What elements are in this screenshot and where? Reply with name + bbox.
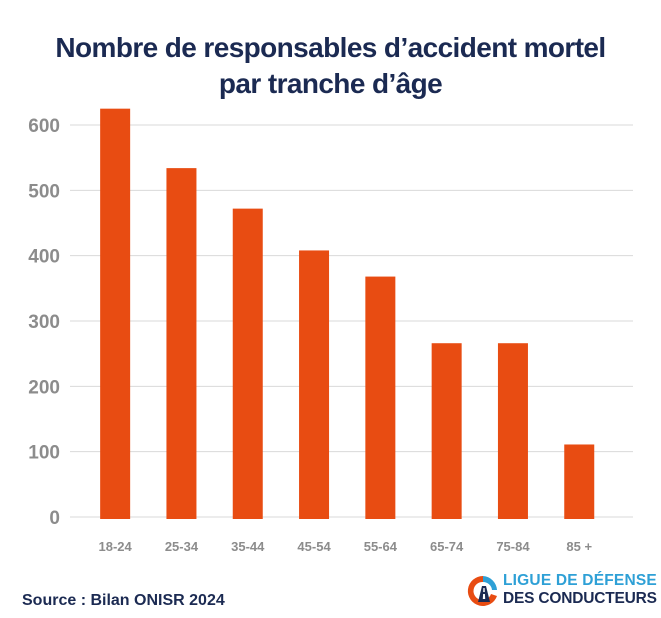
road-shield-logo-icon: [467, 575, 497, 606]
chart-title-line-2: par tranche d’âge: [218, 68, 443, 99]
bar: [299, 250, 330, 519]
bar: [100, 108, 131, 520]
logo-text-line-1: LIGUE DE DÉFENSE: [503, 572, 657, 589]
x-tick-label: 55-64: [364, 539, 398, 554]
x-tick-label: 75-84: [496, 539, 530, 554]
y-tick-label: 500: [28, 181, 60, 202]
y-tick-label: 600: [28, 116, 60, 137]
y-tick-label: 400: [28, 247, 60, 268]
bar: [431, 343, 462, 519]
chart-title-line-1: Nombre de responsables d’accident mortel: [55, 32, 606, 63]
x-tick-label: 65-74: [430, 539, 464, 554]
bar-chart: 0 100 200 300 400 500 600 18-24 25-34 35-44 45-54 5…: [28, 108, 633, 554]
source-note: Source : Bilan ONISR 2024: [22, 592, 225, 609]
bar: [564, 444, 595, 519]
chart-title: Nombre de responsables d’accident mortel…: [0, 30, 661, 102]
ligue-defense-conducteurs-logo: LIGUE DE DÉFENSE DES CONDUCTEURS: [466, 568, 657, 616]
bar: [232, 208, 263, 520]
x-tick-label: 18-24: [99, 539, 133, 554]
bar: [166, 168, 197, 519]
x-tick-label: 25-34: [165, 539, 199, 554]
bar: [497, 343, 528, 519]
x-tick-label: 85 +: [566, 539, 592, 554]
y-tick-label: 100: [28, 443, 60, 464]
y-tick-label: 200: [28, 377, 60, 398]
x-tick-label: 35-44: [231, 539, 265, 554]
bar: [365, 276, 396, 519]
y-tick-label: 300: [28, 312, 60, 333]
x-tick-label: 45-54: [297, 539, 331, 554]
y-tick-label: 0: [49, 508, 60, 529]
logo-text-line-2: DES CONDUCTEURS: [503, 590, 657, 607]
